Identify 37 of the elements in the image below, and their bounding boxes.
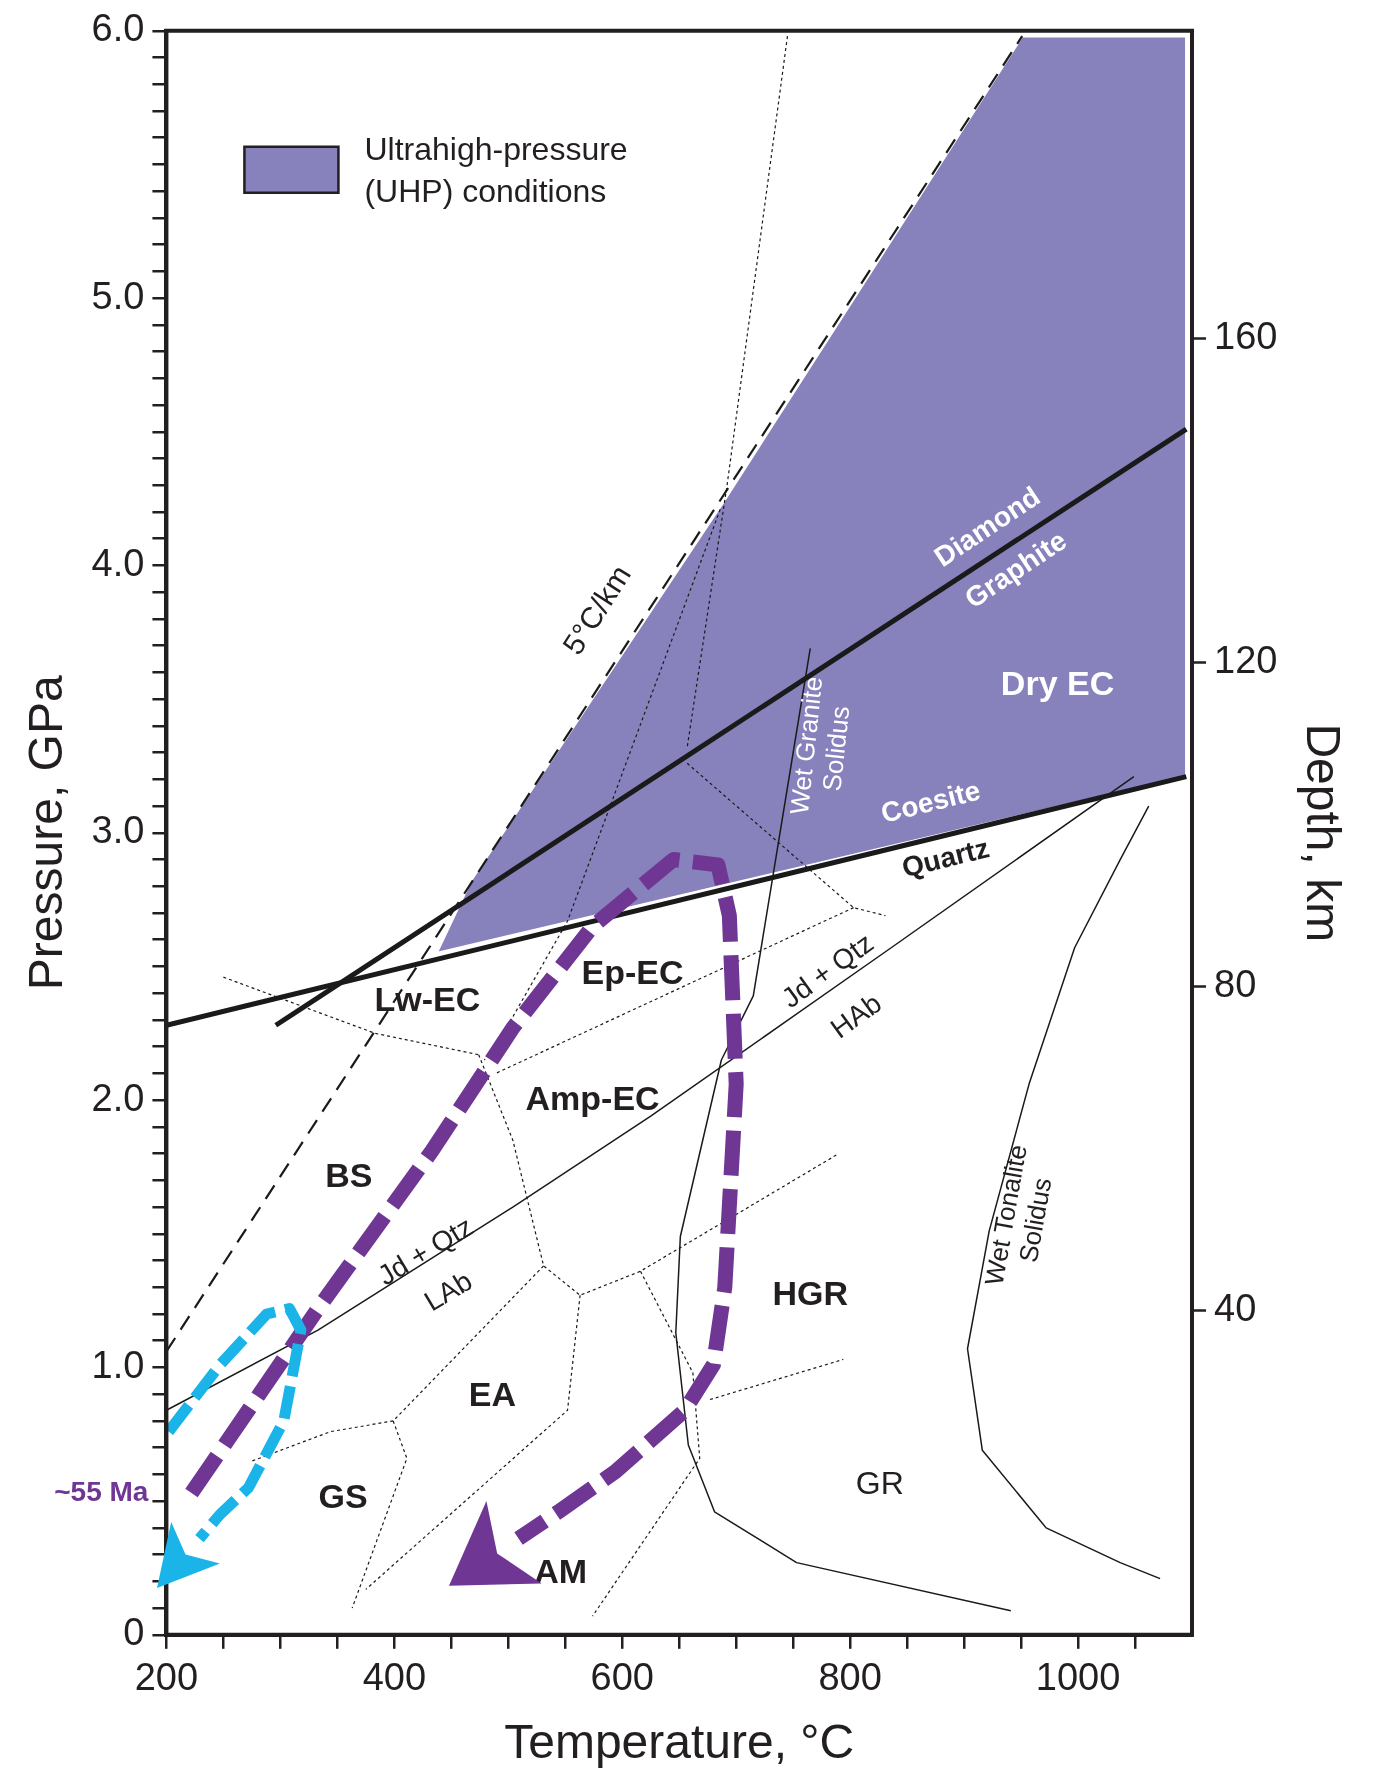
y-tick-label: 2.0 [91,1076,145,1119]
annotation: BS [325,1156,373,1195]
legend-label: Ultrahigh-pressure (UHP) conditions [364,130,628,209]
y2-tick-label: 80 [1214,963,1257,1006]
y2-tick-label: 160 [1214,315,1278,358]
y2-axis-title: Depth, km [1296,723,1350,943]
annotation: EA [468,1375,516,1414]
annotation: LAb [418,1264,478,1318]
y-tick-label: 5.0 [91,274,145,317]
annotation: Amp-EC [525,1078,660,1117]
y-tick-label: 4.0 [91,541,145,584]
annotation: Wet Granite Solidus [783,675,856,816]
x-axis-title: Temperature, °C [504,1715,855,1769]
annotation: Dry EC [1000,664,1115,703]
y-tick-label: 1.0 [91,1343,145,1386]
x-tick-label: 1000 [1035,1656,1121,1699]
annotation: Quartz [898,832,993,884]
annotation: HAb [824,987,888,1045]
x-tick-label: 200 [134,1656,199,1699]
y2-tick-label: 40 [1214,1287,1257,1330]
annotation: Lw-EC [374,979,481,1018]
annotation: HGR [772,1273,849,1312]
annotation: Coesite [877,774,984,829]
x-tick-label: 600 [590,1656,654,1699]
x-tick-label: 800 [818,1656,882,1699]
annotation: Wet Tonalite Solidus [978,1142,1058,1288]
y-tick-label: 6.0 [91,7,145,50]
x-tick-label: 400 [362,1656,427,1699]
y-tick-label: 0 [123,1611,145,1654]
text: ~55 Ma [54,1475,149,1507]
y-axis-title: Pressure, GPa [19,675,73,991]
annotation: GS [318,1476,368,1515]
annotation: Ep-EC [581,952,684,991]
y2-tick-label: 120 [1214,639,1278,682]
y-tick-label: 3.0 [91,809,145,852]
annotation: AM [534,1551,588,1590]
annotation: GR [855,1464,904,1501]
